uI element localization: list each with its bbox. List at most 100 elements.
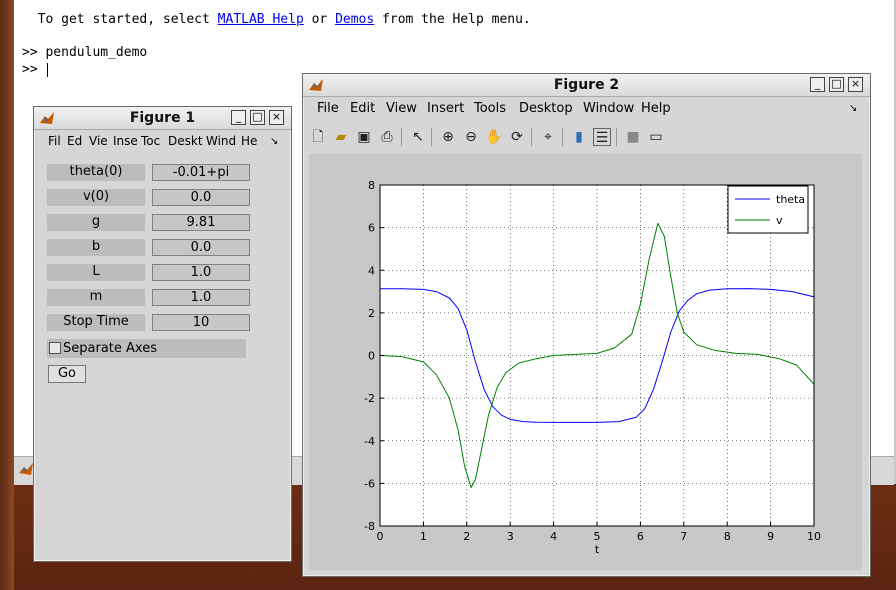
x-tick-label: 3: [507, 530, 514, 543]
menu-tools[interactable]: Toc: [141, 134, 161, 148]
close-button[interactable]: ×: [269, 110, 284, 125]
x-tick-label: 5: [594, 530, 601, 543]
maximize-button[interactable]: □: [829, 77, 844, 92]
figure1-window[interactable]: Figure 1 _ □ × Fil Ed Vie Inse Toc Deskt…: [33, 106, 292, 562]
y-tick-label: 0: [368, 350, 375, 363]
param-label-m: m: [47, 289, 145, 306]
menu-insert[interactable]: Inse: [113, 134, 138, 148]
param-field-L[interactable]: 1.0: [152, 264, 250, 281]
matlab-help-link[interactable]: MATLAB Help: [217, 12, 304, 27]
hide-plot-tools-icon[interactable]: ■: [626, 129, 640, 145]
zoom-in-icon[interactable]: ⊕: [442, 129, 454, 145]
figure1-menubar: Fil Ed Vie Inse Toc Deskt Wind He ↘: [34, 131, 291, 153]
x-tick-label: 6: [637, 530, 644, 543]
param-field-m[interactable]: 1.0: [152, 289, 250, 306]
figure2-toolbar: 🗋 ▰ ▣ ⎙ ↖ ⊕ ⊖ ✋ ⟳ ⌖ ▮ ☰ ■ ▭: [303, 124, 870, 150]
y-tick-label: 6: [368, 222, 375, 235]
menu-desktop[interactable]: Deskt: [168, 134, 203, 148]
zoom-out-icon[interactable]: ⊖: [465, 129, 477, 145]
menu-desktop[interactable]: Desktop: [519, 101, 573, 116]
x-tick-label: 0: [377, 530, 384, 543]
toolbar-separator: [531, 128, 532, 146]
param-field-v0[interactable]: 0.0: [152, 189, 250, 206]
x-tick-label: 8: [724, 530, 731, 543]
legend-box: [727, 185, 809, 234]
pan-hand-icon[interactable]: ✋: [485, 129, 503, 145]
x-tick-label: 10: [807, 530, 821, 543]
menu-file[interactable]: File: [317, 101, 339, 116]
plot-area: 0 1 2 3 4 5 6 7 8 9 10 -8 -6 -4 -2 0 2 4 6 8 t theta v: [309, 154, 862, 570]
menu-window[interactable]: Wind: [206, 134, 237, 148]
param-field-theta0[interactable]: -0.01+pi: [152, 164, 250, 181]
line-chart[interactable]: 0 1 2 3 4 5 6 7 8 9 10 -8 -6 -4 -2 0 2 4 6 8 t theta v: [309, 154, 862, 570]
menu-window[interactable]: Window: [583, 101, 635, 116]
x-tick-label: 2: [463, 530, 470, 543]
y-tick-label: -6: [364, 477, 375, 490]
menu-insert[interactable]: Insert: [427, 101, 465, 116]
menu-file[interactable]: Fil: [48, 134, 61, 148]
x-axis-label: t: [595, 543, 600, 556]
param-label-v0: v(0): [47, 189, 145, 206]
matlab-logo-icon: [309, 79, 323, 91]
open-folder-icon[interactable]: ▰: [335, 129, 347, 145]
intro-or: or: [303, 12, 336, 27]
toolbar-separator: [431, 128, 432, 146]
y-tick-label: -2: [364, 392, 375, 405]
colorbar-icon[interactable]: ▮: [575, 129, 583, 145]
intro-prefix: To get started, select: [22, 12, 218, 27]
param-label-stop-time: Stop Time: [47, 314, 145, 331]
command-prompt[interactable]: >>: [22, 62, 49, 77]
toolbar-separator: [562, 128, 563, 146]
param-field-g[interactable]: 9.81: [152, 214, 250, 231]
rotate-3d-icon[interactable]: ⟳: [511, 129, 523, 145]
legend-label-theta: theta: [776, 193, 805, 206]
new-file-icon[interactable]: 🗋: [312, 129, 324, 145]
y-tick-label: -8: [364, 520, 375, 533]
param-label-theta0: theta(0): [47, 164, 145, 181]
y-tick-label: -4: [364, 435, 375, 448]
menu-edit[interactable]: Edit: [350, 101, 376, 116]
minimize-button[interactable]: _: [810, 77, 825, 92]
menu-help[interactable]: Help: [641, 101, 671, 116]
separate-axes-checkbox[interactable]: Separate Axes: [47, 339, 246, 358]
menu-edit[interactable]: Ed: [67, 134, 83, 148]
demos-link[interactable]: Demos: [335, 12, 375, 27]
dock-arrow-icon[interactable]: ↘: [270, 136, 279, 147]
intro-suffix: from the Help menu.: [374, 12, 531, 27]
menu-view[interactable]: Vie: [89, 134, 108, 148]
figure2-window[interactable]: Figure 2 _ □ × File Edit View Insert Too…: [302, 73, 871, 577]
y-tick-label: 8: [368, 179, 375, 192]
x-tick-label: 7: [680, 530, 687, 543]
go-button[interactable]: Go: [48, 365, 86, 383]
text-caret: [47, 62, 49, 77]
toolbar-separator: [616, 128, 617, 146]
param-field-b[interactable]: 0.0: [152, 239, 250, 256]
figure2-titlebar[interactable]: Figure 2 _ □ ×: [303, 74, 870, 97]
toolbar-separator: [401, 128, 402, 146]
figure2-title: Figure 2: [553, 77, 620, 93]
figure1-titlebar[interactable]: Figure 1 _ □ ×: [34, 107, 291, 130]
param-field-stop-time[interactable]: 10: [152, 314, 250, 331]
close-button[interactable]: ×: [848, 77, 863, 92]
dock-arrow-icon[interactable]: ↘: [849, 103, 858, 114]
legend-label-v: v: [776, 214, 783, 227]
series-line-theta: [380, 288, 815, 423]
y-tick-label: 4: [368, 264, 375, 277]
menu-view[interactable]: View: [386, 101, 417, 116]
menu-help[interactable]: He: [241, 134, 258, 148]
x-tick-label: 4: [550, 530, 557, 543]
menu-tools[interactable]: Tools: [474, 101, 507, 116]
maximize-button[interactable]: □: [250, 110, 265, 125]
param-label-L: L: [47, 264, 145, 281]
show-plot-tools-icon[interactable]: ▭: [649, 129, 663, 145]
command-history-line: >> pendulum_demo: [22, 45, 148, 60]
matlab-logo-icon: [40, 112, 54, 124]
checkbox-box[interactable]: [49, 342, 61, 354]
arrow-select-icon[interactable]: ↖: [412, 129, 424, 145]
print-icon[interactable]: ⎙: [381, 129, 393, 145]
data-cursor-icon[interactable]: ⌖: [544, 129, 552, 145]
minimize-button[interactable]: _: [231, 110, 246, 125]
legend-icon[interactable]: ☰: [593, 128, 611, 146]
param-label-b: b: [47, 239, 145, 256]
save-icon[interactable]: ▣: [357, 129, 371, 145]
